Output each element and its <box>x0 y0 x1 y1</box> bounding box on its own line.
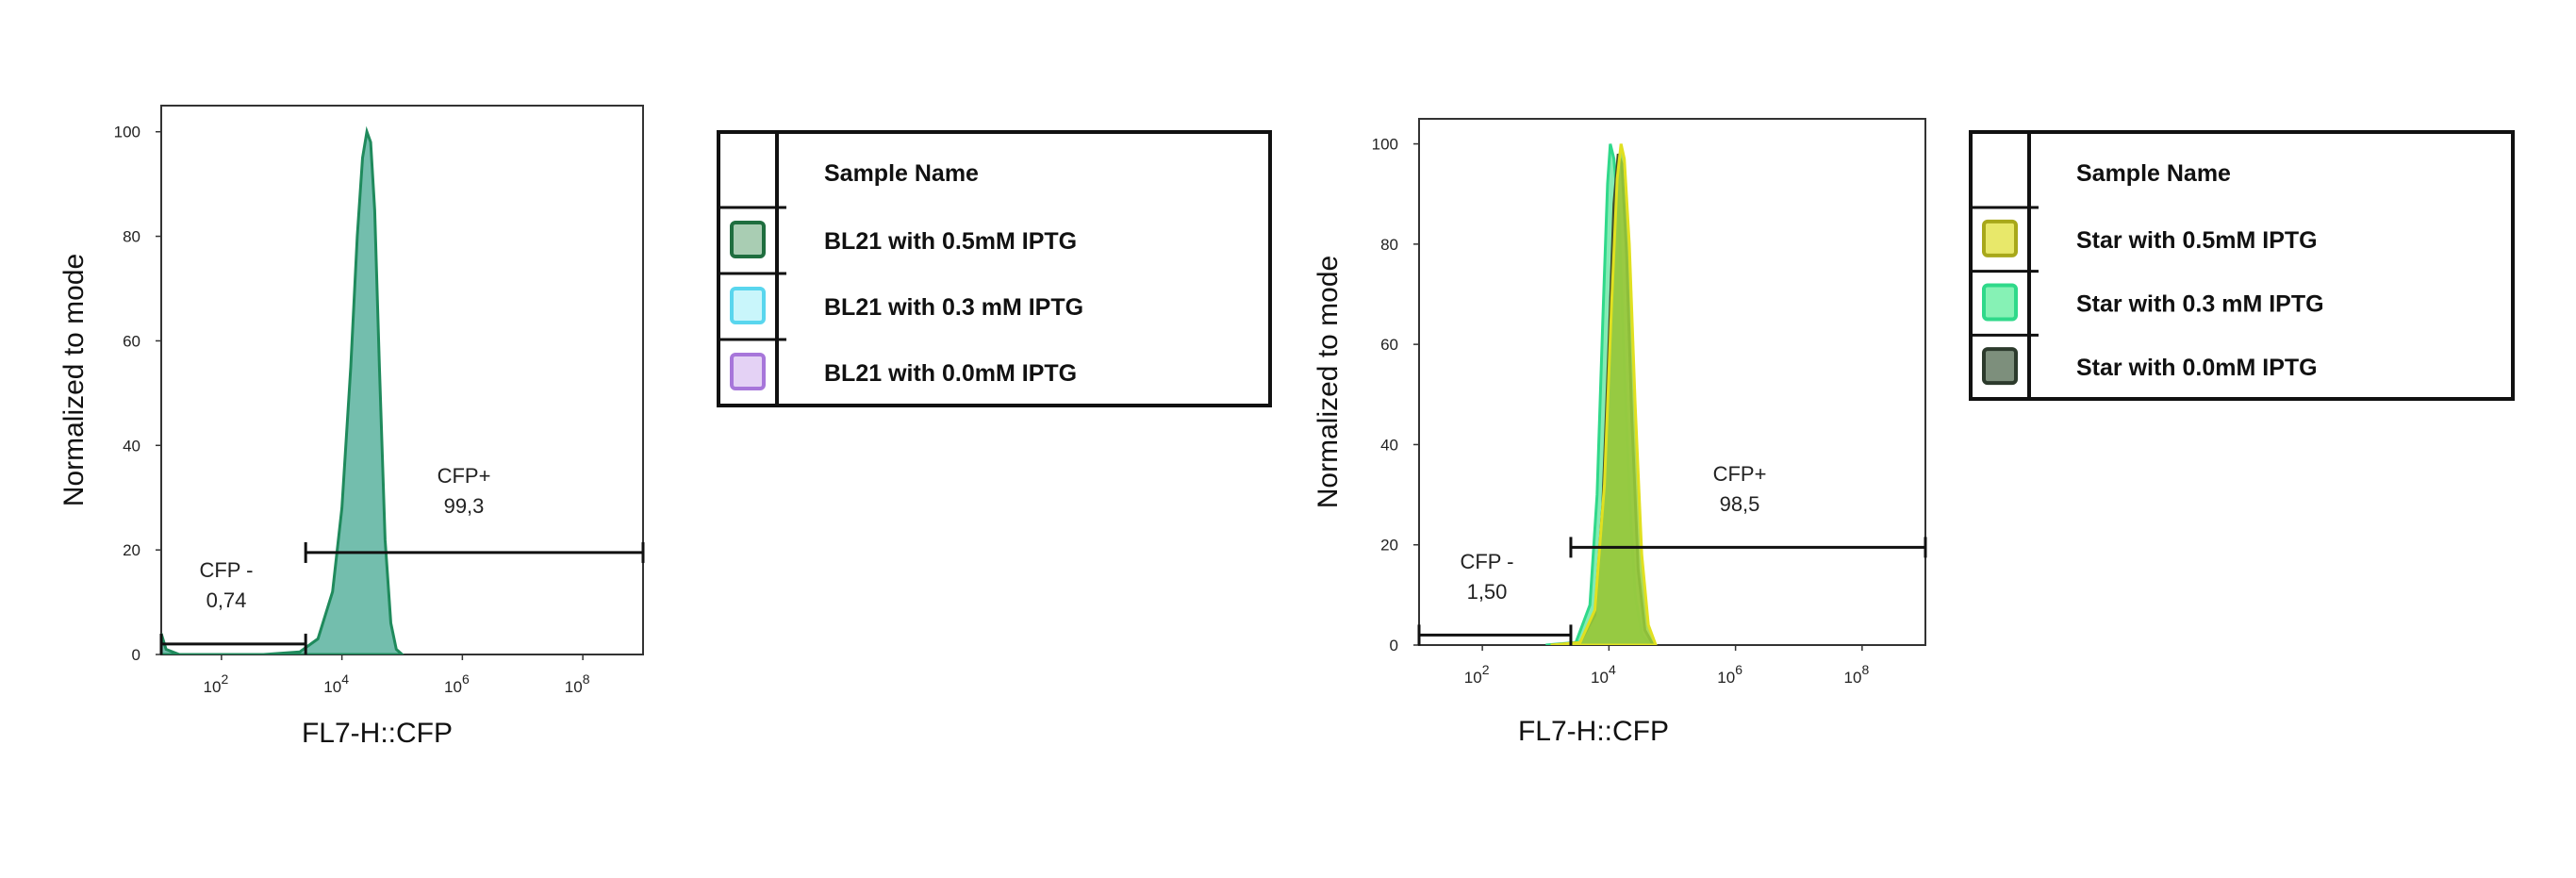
gate-value: 1,50 <box>1467 580 1508 604</box>
y-tick-label: 40 <box>123 437 140 455</box>
y-tick-label: 80 <box>123 228 140 246</box>
legend-entry-label: BL21 with 0.3 mM IPTG <box>824 294 1083 321</box>
legend-box <box>717 130 1272 407</box>
x-axis-title: FL7-H::CFP <box>302 718 453 749</box>
y-tick-label: 80 <box>1380 236 1398 254</box>
chart-2: 0 20 40 60 80 100 102 104 106 108 Normalized to mo… <box>1313 118 2515 747</box>
legend-swatch <box>730 287 766 324</box>
y-tick-label: 0 <box>1390 637 1398 654</box>
legend: Sample Name Star with 0.5mM IPTG Star with… <box>1969 130 2515 401</box>
y-axis-title: Normalized to mode <box>58 254 90 506</box>
y-tick-label: 60 <box>123 332 140 350</box>
legend-entry-label: Star with 0.3 mM IPTG <box>2076 291 2324 318</box>
histogram-series-1 <box>161 125 405 654</box>
y-tick-label: 20 <box>123 541 140 559</box>
legend-entry-label: BL21 with 0.0mM IPTG <box>824 360 1077 387</box>
x-tick-label: 106 <box>1717 662 1742 687</box>
x-tick-label: 108 <box>565 671 590 696</box>
legend-swatch <box>730 353 766 390</box>
x-tick-label: 106 <box>444 671 470 696</box>
gate-value: 0,74 <box>206 588 247 612</box>
legend-box <box>1969 130 2515 401</box>
gate-name: CFP+ <box>438 464 491 488</box>
gate-name: CFP - <box>199 558 253 582</box>
histogram-series-3 <box>1550 143 1658 645</box>
legend-title: Sample Name <box>824 160 979 187</box>
legend-entry-label: Star with 0.0mM IPTG <box>2076 355 2318 381</box>
y-tick-label: 100 <box>114 124 140 141</box>
x-tick-label: 104 <box>323 671 349 696</box>
gate-value: 99,3 <box>444 494 485 518</box>
y-tick-label: 60 <box>1380 336 1398 354</box>
x-tick-label: 102 <box>204 671 229 696</box>
y-axis-title: Normalized to mode <box>1313 256 1344 508</box>
gate-name: CFP+ <box>1713 462 1767 486</box>
y-tick-label: 40 <box>1380 436 1398 454</box>
legend-title: Sample Name <box>2076 160 2231 187</box>
legend-entry-label: Star with 0.5mM IPTG <box>2076 227 2318 254</box>
legend-entry-label: BL21 with 0.5mM IPTG <box>824 228 1077 255</box>
y-tick-label: 0 <box>132 646 140 664</box>
gate-value: 98,5 <box>1720 492 1760 516</box>
plot-frame <box>160 105 644 655</box>
legend-swatch <box>1982 347 2018 386</box>
chart-1: 0 20 40 60 80 100 102 104 106 108 Normalized to mo… <box>58 105 1272 749</box>
legend: Sample Name BL21 with 0.5mM IPTG BL21 with… <box>717 130 1272 407</box>
x-tick-label: 102 <box>1464 662 1490 687</box>
legend-swatch <box>730 221 766 258</box>
legend-swatch <box>1982 283 2018 322</box>
x-axis-title: FL7-H::CFP <box>1518 716 1669 747</box>
x-tick-label: 108 <box>1844 662 1870 687</box>
y-tick-label: 100 <box>1372 136 1398 154</box>
plot-frame <box>1418 118 1926 646</box>
legend-swatch <box>1982 219 2018 257</box>
y-tick-label: 20 <box>1380 537 1398 555</box>
x-tick-label: 104 <box>1591 662 1616 687</box>
gate-name: CFP - <box>1460 550 1513 573</box>
